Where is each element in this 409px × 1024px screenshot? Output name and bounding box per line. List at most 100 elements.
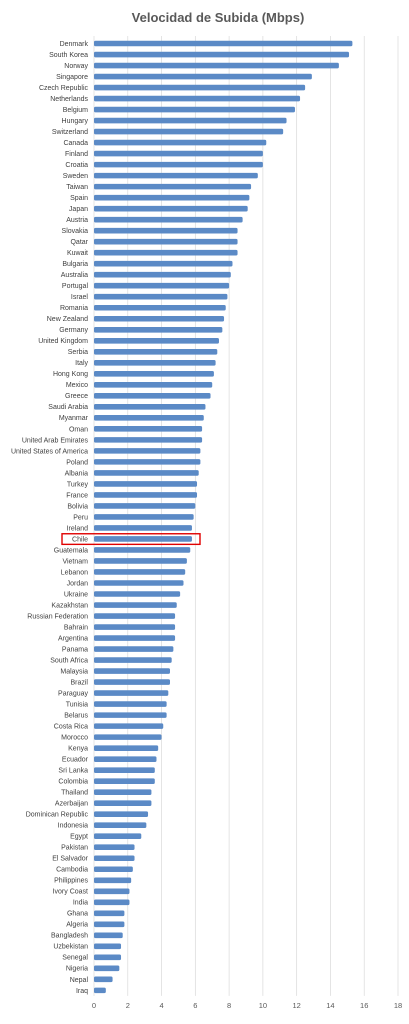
- bar: [94, 800, 152, 806]
- bar: [94, 481, 198, 487]
- bar: [94, 602, 177, 608]
- bar: [94, 128, 284, 135]
- bar: [94, 646, 174, 652]
- category-label: Egypt: [70, 834, 88, 841]
- category-label: Kazakhstan: [51, 602, 88, 609]
- bar: [94, 591, 181, 597]
- bar: [94, 337, 219, 344]
- bar: [94, 459, 201, 465]
- category-label: Chile: [72, 536, 88, 543]
- category-label: Canada: [63, 140, 88, 147]
- category-label: Singapore: [56, 74, 88, 81]
- bar: [94, 415, 204, 421]
- bar: [94, 470, 199, 476]
- category-label: Bangladesh: [51, 933, 88, 940]
- bar: [94, 382, 213, 388]
- category-label: Colombia: [58, 779, 88, 786]
- category-label: Qatar: [70, 239, 88, 246]
- category-label: Azerbaijan: [55, 801, 88, 808]
- category-label: Nigeria: [66, 966, 88, 973]
- bar: [94, 734, 162, 740]
- category-label: Albania: [65, 470, 88, 477]
- highlight-box: [61, 533, 201, 546]
- bar: [94, 249, 238, 256]
- bar: [94, 326, 223, 333]
- category-label: Croatia: [65, 162, 88, 169]
- bar: [94, 778, 155, 784]
- category-label: Finland: [65, 151, 88, 158]
- category-label: Switzerland: [52, 129, 88, 136]
- bar: [94, 635, 176, 641]
- bar: [94, 657, 172, 663]
- category-label: Indonesia: [58, 823, 88, 830]
- category-label: Malaysia: [60, 668, 88, 675]
- bar: [94, 536, 192, 542]
- category-label: South Korea: [49, 52, 88, 59]
- category-label: Uzbekistan: [53, 944, 88, 951]
- bar: [94, 976, 113, 983]
- x-tick-label: 14: [326, 1001, 334, 1010]
- category-label: Peru: [73, 514, 88, 521]
- x-tick-label: 2: [126, 1001, 130, 1010]
- bar: [94, 701, 167, 707]
- bar: [94, 139, 267, 146]
- bar: [94, 932, 123, 939]
- category-label: New Zealand: [47, 316, 88, 323]
- category-label: Morocco: [61, 735, 88, 742]
- bar: [94, 624, 176, 630]
- category-label: Myanmar: [59, 415, 89, 422]
- category-label: France: [66, 492, 88, 499]
- bar: [94, 315, 225, 322]
- bar: [94, 371, 214, 377]
- category-label: Philippines: [54, 878, 88, 885]
- category-label: Bahrain: [64, 624, 88, 631]
- category-label: Senegal: [62, 955, 88, 962]
- bar: [94, 756, 157, 762]
- category-label: Tunisia: [66, 702, 88, 709]
- category-label: Turkey: [67, 481, 89, 488]
- category-label: Denmark: [60, 41, 89, 48]
- bar: [94, 668, 170, 674]
- category-label: Oman: [69, 426, 88, 433]
- category-label: Belgium: [63, 107, 88, 114]
- bar: [94, 260, 233, 267]
- x-tick-label: 8: [227, 1001, 231, 1010]
- category-label: India: [73, 900, 88, 907]
- bar: [94, 73, 312, 80]
- category-labels: Denmark South Korea Norway Singapore Czech R…: [11, 41, 89, 995]
- category-label: Japan: [69, 206, 88, 213]
- bar: [94, 492, 198, 498]
- bar: [94, 238, 238, 245]
- bar: [94, 437, 203, 443]
- category-label: Kenya: [68, 746, 88, 753]
- bar: [94, 150, 263, 157]
- bar: [94, 84, 306, 91]
- category-label: Ireland: [67, 525, 89, 532]
- category-label: Norway: [64, 63, 88, 70]
- category-label: Czech Republic: [39, 85, 89, 92]
- bar: [94, 293, 228, 300]
- category-label: United Arab Emirates: [22, 437, 89, 444]
- category-label: Austria: [66, 217, 88, 224]
- x-tick-label: 6: [193, 1001, 197, 1010]
- x-tick-label: 4: [159, 1001, 163, 1010]
- x-axis-ticks: 0 2 4 6 8 10 12 14 16 18: [92, 1001, 402, 1010]
- category-label: Taiwan: [66, 184, 88, 191]
- bar: [94, 767, 155, 773]
- category-label: Bulgaria: [62, 261, 88, 268]
- category-label: Thailand: [61, 790, 88, 797]
- bar: [94, 789, 152, 795]
- bar: [94, 745, 159, 751]
- category-label: Greece: [65, 393, 88, 400]
- category-label: Netherlands: [50, 96, 88, 103]
- bar: [94, 426, 203, 432]
- category-label: Ivory Coast: [53, 889, 88, 896]
- category-label: Bolivia: [67, 503, 88, 510]
- bar: [94, 855, 135, 862]
- bar: [94, 62, 339, 69]
- category-label: Algeria: [66, 922, 88, 929]
- bar: [94, 271, 231, 278]
- category-label: United Kingdom: [38, 338, 88, 345]
